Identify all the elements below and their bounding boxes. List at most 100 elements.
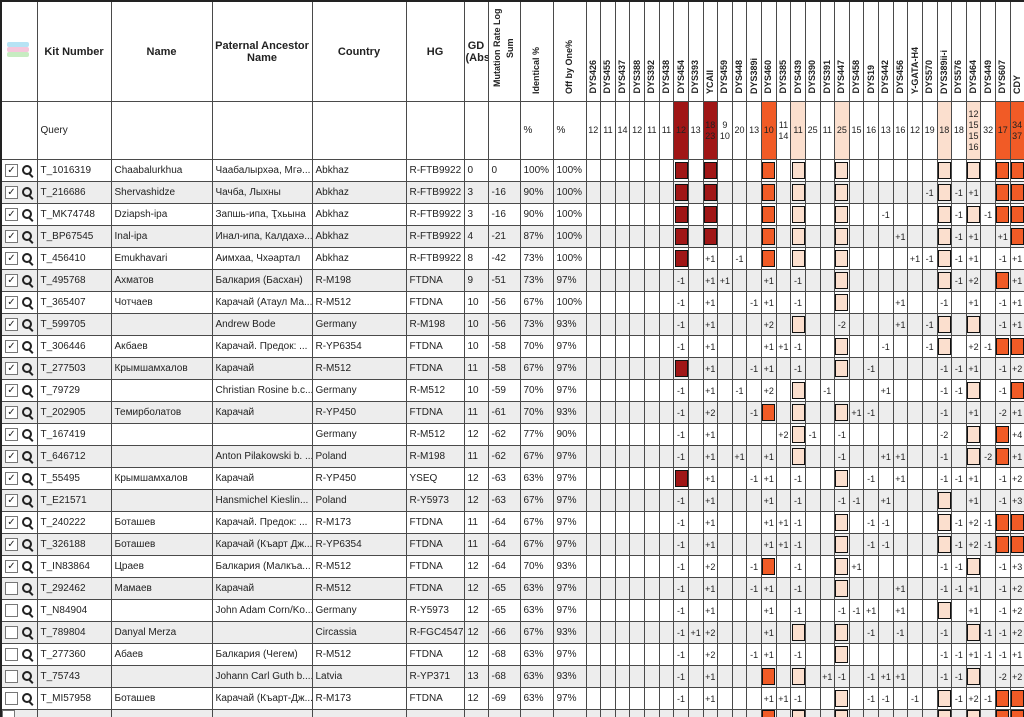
row-magnifier-icon[interactable] [21, 670, 34, 683]
row-magnifier-icon[interactable] [21, 406, 34, 419]
row-select-checkbox[interactable] [5, 604, 18, 617]
marker-cell-dys385 [775, 225, 792, 248]
marker-cell-dys459 [717, 291, 733, 314]
marker-cell-dys455 [600, 533, 616, 556]
row-select-checkbox[interactable]: ✓ [5, 252, 18, 265]
row-magnifier-icon[interactable] [21, 428, 34, 441]
row-magnifier-icon[interactable] [21, 362, 34, 375]
marker-header-dys393: DYS393 [687, 0, 704, 102]
row-select-checkbox[interactable]: ✓ [5, 516, 18, 529]
marker-match-box [835, 272, 849, 289]
row-magnifier-icon[interactable] [21, 274, 34, 287]
marker-match-box [835, 514, 849, 531]
row-select-checkbox[interactable]: ✓ [5, 318, 18, 331]
marker-cell-dys438 [658, 335, 675, 358]
row-magnifier-icon[interactable] [21, 186, 34, 199]
marker-cell-dys426 [585, 511, 602, 534]
marker-cell-dys447 [834, 357, 850, 380]
cell-mutation-rate-log-sum: -56 [487, 313, 521, 336]
marker-cell-dys456 [892, 709, 909, 717]
cell-off-by-one-pct: 100% [552, 181, 587, 204]
row-magnifier-icon[interactable] [21, 626, 34, 639]
marker-cell-dys455 [600, 445, 616, 468]
row-select-checkbox[interactable] [5, 648, 18, 661]
cell-identical-pct: 77% [519, 423, 554, 446]
row-select-checkbox[interactable]: ✓ [5, 296, 18, 309]
row-select-checkbox[interactable]: ✓ [5, 186, 18, 199]
row-magnifier-icon[interactable] [21, 582, 34, 595]
marker-cell-dys456 [892, 533, 909, 556]
row-select-checkbox[interactable]: ✓ [5, 406, 18, 419]
row-select-checkbox[interactable]: ✓ [5, 428, 18, 441]
marker-cell-dys458 [848, 181, 865, 204]
cell-name: Чотчаев [110, 291, 213, 314]
marker-cell-dys438 [658, 313, 675, 336]
cell-country: Abkhaz [311, 203, 407, 226]
row-magnifier-icon[interactable] [21, 604, 34, 617]
marker-cell-dys393 [687, 291, 704, 314]
row-magnifier-icon[interactable] [21, 318, 34, 331]
marker-cell-cdy: +2 [1009, 621, 1024, 644]
marker-cell-dys389i [746, 203, 762, 226]
marker-cell-dys439 [790, 181, 806, 204]
marker-cell-dys19: -1 [863, 467, 879, 490]
row-select-checkbox[interactable] [2, 710, 15, 717]
marker-cell-dys439 [790, 709, 806, 717]
marker-cell-dys389ii-i [936, 203, 953, 226]
row-magnifier-icon[interactable] [21, 450, 34, 463]
marker-cell-dys393 [687, 643, 704, 666]
row-magnifier-icon[interactable] [21, 252, 34, 265]
row-select-checkbox[interactable] [5, 670, 18, 683]
row-magnifier-icon[interactable] [21, 208, 34, 221]
row-select-cell: ✓ [0, 181, 38, 204]
row-select-checkbox[interactable]: ✓ [5, 340, 18, 353]
row-magnifier-icon[interactable] [21, 692, 34, 705]
row-select-checkbox[interactable]: ✓ [5, 494, 18, 507]
row-select-checkbox[interactable]: ✓ [5, 538, 18, 551]
marker-cell-dys439: -1 [790, 357, 806, 380]
marker-cell-cdy [1009, 709, 1024, 717]
row-magnifier-icon[interactable] [21, 164, 34, 177]
row-select-checkbox[interactable]: ✓ [5, 274, 18, 287]
row-select-cell: ✓ [0, 555, 38, 578]
cell-country: Abkhaz [311, 181, 407, 204]
row-select-checkbox[interactable]: ✓ [5, 560, 18, 573]
cell-gd-abs: 12 [463, 643, 489, 666]
marker-cell-dys391 [819, 225, 836, 248]
marker-match-box [937, 250, 951, 267]
row-magnifier-icon[interactable] [21, 538, 34, 551]
marker-match-box [762, 228, 776, 245]
marker-cell-y-gata-h4 [907, 511, 923, 534]
marker-cell-dys19: -1 [863, 621, 879, 644]
row-magnifier-icon[interactable] [21, 648, 34, 661]
marker-cell-dys459 [717, 203, 733, 226]
row-magnifier-icon[interactable] [21, 384, 34, 397]
row-magnifier-icon[interactable] [21, 296, 34, 309]
marker-match-box [967, 710, 980, 717]
row-select-checkbox[interactable]: ✓ [5, 472, 18, 485]
row-magnifier-icon[interactable] [21, 230, 34, 243]
marker-cell-dys426 [585, 313, 602, 336]
marker-cell-cdy: +3 [1009, 555, 1024, 578]
row-select-checkbox[interactable]: ✓ [5, 384, 18, 397]
marker-cell-cdy: +1 [1009, 269, 1024, 292]
row-magnifier-icon[interactable] [21, 340, 34, 353]
row-select-checkbox[interactable]: ✓ [5, 450, 18, 463]
row-magnifier-icon[interactable] [21, 494, 34, 507]
marker-match-box [703, 228, 717, 245]
marker-cell-dys385: +1 [775, 511, 792, 534]
row-select-checkbox[interactable]: ✓ [5, 208, 18, 221]
row-select-checkbox[interactable] [5, 582, 18, 595]
marker-cell-dys385: +1 [775, 335, 792, 358]
row-select-checkbox[interactable]: ✓ [5, 230, 18, 243]
row-select-checkbox[interactable]: ✓ [5, 362, 18, 375]
row-select-checkbox[interactable]: ✓ [5, 164, 18, 177]
marker-header-dys439: DYS439 [790, 0, 806, 102]
row-select-checkbox[interactable] [5, 692, 18, 705]
match-row-T_495768: ✓ T_495768 Ахматов Балкария (Басхан) R-M198 F… [0, 269, 1024, 292]
app-logo-icon [5, 40, 33, 60]
row-magnifier-icon[interactable] [21, 560, 34, 573]
row-magnifier-icon[interactable] [21, 472, 34, 485]
row-select-checkbox[interactable] [5, 626, 18, 639]
row-magnifier-icon[interactable] [21, 516, 34, 529]
